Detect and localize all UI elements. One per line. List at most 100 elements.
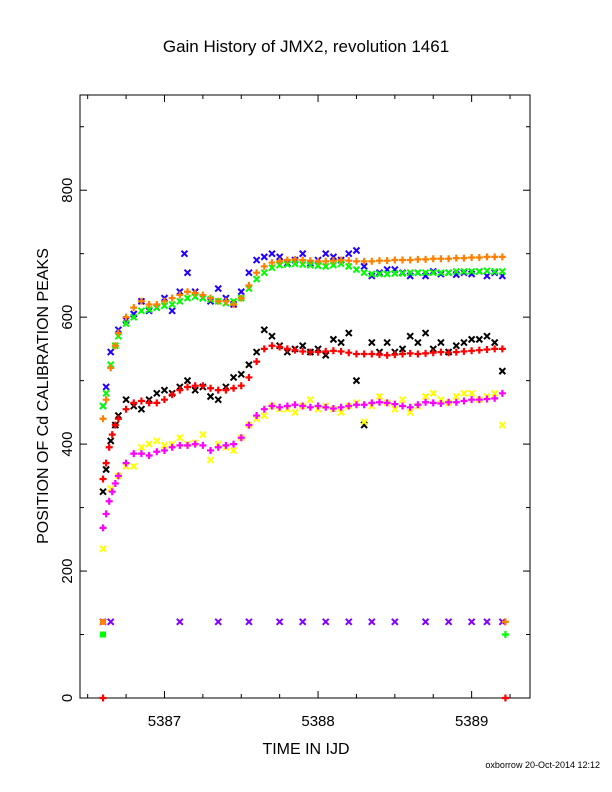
data-point (298, 260, 307, 269)
data-point (498, 267, 507, 276)
data-point (276, 257, 284, 265)
data-point (206, 456, 215, 464)
data-point (191, 289, 199, 297)
data-point (122, 313, 130, 321)
data-point (406, 403, 414, 411)
data-point (153, 399, 161, 407)
data-point (406, 256, 414, 264)
data-point (176, 291, 184, 299)
data-point (176, 618, 184, 626)
data-point (414, 350, 422, 358)
data-point (260, 326, 269, 334)
data-point (445, 398, 453, 406)
data-point (102, 459, 110, 467)
data-point (352, 376, 361, 385)
data-point (107, 437, 115, 445)
data-point (268, 402, 276, 410)
data-point (345, 257, 353, 265)
data-point (275, 253, 284, 261)
data-point (452, 342, 460, 350)
data-point (337, 403, 345, 411)
data-point (176, 297, 184, 305)
data-point (375, 392, 384, 401)
data-point (452, 398, 460, 406)
data-point (498, 367, 507, 375)
data-point (137, 443, 146, 451)
data-point (421, 618, 430, 626)
data-point (207, 384, 215, 392)
data-point (368, 270, 376, 278)
data-point (99, 475, 107, 483)
data-point (322, 618, 330, 626)
data-point (176, 434, 184, 442)
data-point (99, 415, 107, 423)
data-point (245, 421, 253, 429)
data-point (421, 329, 430, 337)
data-point (306, 348, 314, 356)
series-3 (99, 326, 507, 496)
data-point (452, 348, 460, 356)
data-point (345, 262, 353, 271)
data-point (467, 618, 476, 626)
data-point (452, 267, 460, 276)
data-point (102, 465, 110, 474)
data-point (160, 302, 169, 310)
data-point (422, 398, 430, 406)
data-point (391, 405, 399, 413)
data-point (207, 294, 215, 302)
data-point (352, 265, 361, 274)
data-point (375, 351, 383, 359)
series-2 (99, 253, 506, 423)
data-point (406, 269, 414, 277)
data-point (391, 400, 399, 408)
data-point (99, 545, 107, 553)
series-4 (99, 342, 506, 483)
data-point (329, 405, 337, 413)
data-point (444, 269, 453, 277)
data-point (360, 418, 368, 426)
data-point (137, 297, 145, 305)
data-point (475, 396, 483, 404)
data-point (268, 259, 276, 267)
x-axis-label: TIME IN IJD (262, 741, 349, 758)
data-point (391, 618, 399, 626)
data-point (460, 397, 468, 405)
data-point (160, 386, 169, 394)
data-point (222, 441, 230, 449)
data-point (306, 403, 314, 411)
data-point (137, 397, 145, 405)
data-point (214, 443, 222, 451)
data-point (337, 256, 345, 264)
data-point (229, 373, 238, 382)
data-point (130, 462, 138, 471)
data-point (153, 300, 161, 308)
data-point (99, 694, 107, 702)
data-point (429, 349, 437, 357)
data-point (276, 343, 284, 351)
y-tick-label: 400 (59, 432, 76, 457)
data-point (345, 349, 353, 357)
data-point (99, 402, 107, 410)
data-point (107, 364, 115, 372)
data-point (475, 253, 483, 261)
data-point (111, 421, 119, 429)
data-point (245, 361, 253, 369)
data-point (306, 257, 314, 265)
data-point (345, 618, 353, 626)
data-point (414, 338, 422, 347)
data-point (490, 338, 499, 347)
data-point (491, 253, 499, 261)
data-point (145, 452, 153, 460)
data-point (145, 440, 153, 448)
data-point (191, 293, 199, 301)
series-9 (100, 631, 107, 638)
data-point (383, 270, 391, 278)
data-point (130, 399, 138, 407)
data-point (268, 342, 276, 350)
series-6 (99, 389, 506, 532)
data-point (291, 401, 299, 409)
data-point (145, 300, 153, 308)
data-point (291, 346, 299, 354)
data-point (299, 256, 307, 264)
